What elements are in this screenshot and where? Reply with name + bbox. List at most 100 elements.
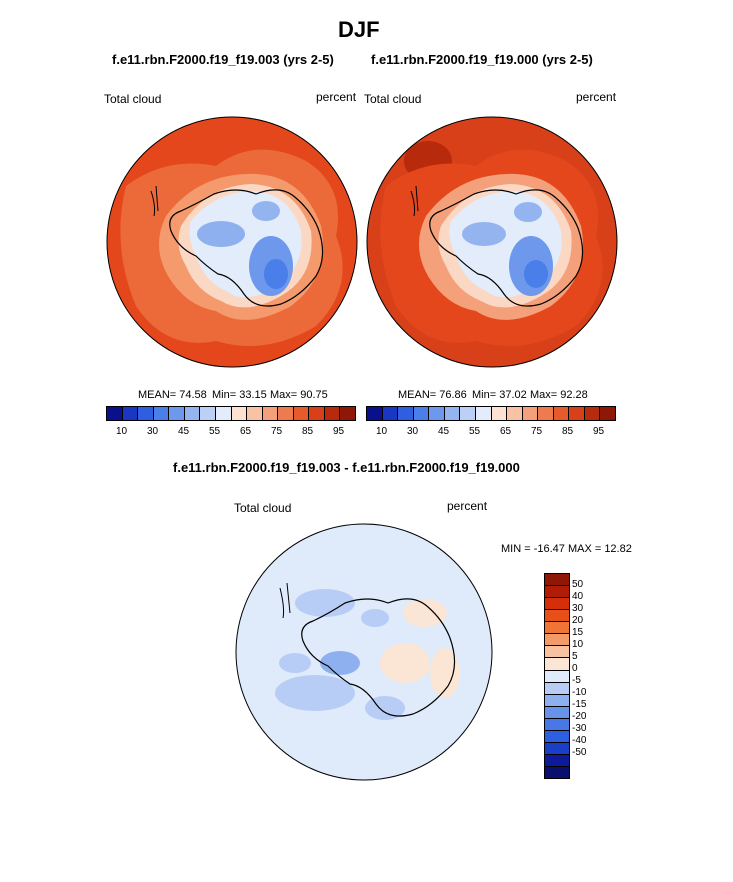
colorbar-swatch — [169, 407, 185, 420]
colorbar-swatch — [584, 407, 601, 420]
colorbar-tick-label: 75 — [530, 426, 543, 437]
diff-colorbar-swatch — [545, 622, 569, 635]
diff-colorbar-swatch — [545, 718, 569, 731]
diff-colorbar-tick-label: -50 — [572, 747, 587, 758]
diff-colorbar-tick-label: 40 — [572, 591, 584, 602]
panel2-min: Min= 37.02 — [472, 389, 527, 401]
diff-colorbar-swatch — [545, 670, 569, 683]
diff-colorbar-swatch — [545, 742, 569, 755]
diff-colorbar-tick-label: 15 — [572, 627, 584, 638]
colorbar-swatch — [413, 407, 430, 420]
colorbar-tick-label: 10 — [115, 426, 128, 437]
panel2-polar-map — [366, 116, 618, 368]
panel1-case-title: f.e11.rbn.F2000.f19_f19.003 (yrs 2-5) — [112, 52, 334, 67]
diff-colorbar-swatch — [545, 646, 569, 659]
diff-minmax: MIN = -16.47 MAX = 12.82 — [501, 543, 632, 555]
colorbar-tick-label: 85 — [561, 426, 574, 437]
panel2-variable-label: Total cloud — [364, 92, 422, 106]
colorbar-tick-label: 55 — [208, 426, 221, 437]
colorbar-tick-label: 95 — [332, 426, 345, 437]
panel1-units-label: percent — [316, 90, 357, 104]
colorbar-swatch — [247, 407, 263, 420]
diff-colorbar-swatch — [545, 634, 569, 647]
panel2-mean: MEAN= 76.86 — [398, 389, 467, 401]
colorbar-tick-label: 75 — [270, 426, 283, 437]
colorbar-tick-label: 85 — [301, 426, 314, 437]
colorbar-swatch — [122, 407, 139, 420]
diff-colorbar-tick-label: 30 — [572, 603, 584, 614]
colorbar-swatch — [107, 407, 123, 420]
colorbar-swatch — [153, 407, 170, 420]
colorbar-swatch — [475, 407, 492, 420]
colorbar-swatch — [293, 407, 310, 420]
colorbar-swatch — [367, 407, 383, 420]
colorbar-swatch — [522, 407, 539, 420]
diff-title: f.e11.rbn.F2000.f19_f19.003 - f.e11.rbn.… — [173, 460, 520, 475]
panel1-min: Min= 33.15 — [212, 389, 267, 401]
colorbar-swatch — [382, 407, 399, 420]
diff-variable-label: Total cloud — [234, 501, 292, 515]
colorbar-swatch — [340, 407, 355, 420]
colorbar-tick-label: 10 — [375, 426, 388, 437]
diff-colorbar-tick-label: 0 — [572, 663, 578, 674]
colorbar-swatch — [444, 407, 461, 420]
diff-colorbar-swatch — [545, 767, 569, 779]
colorbar-swatch — [231, 407, 248, 420]
colorbar-tick-label: 30 — [146, 426, 159, 437]
diff-colorbar-swatch — [545, 706, 569, 719]
colorbar-swatch — [600, 407, 615, 420]
colorbar-tick-label: 45 — [437, 426, 450, 437]
panel1-mean: MEAN= 74.58 — [138, 389, 207, 401]
colorbar-swatch — [138, 407, 154, 420]
diff-colorbar-swatch — [545, 694, 569, 707]
diff-colorbar-tick-label: -15 — [572, 699, 587, 710]
diff-colorbar-tick-label: 20 — [572, 615, 584, 626]
colorbar-tick-label: 65 — [499, 426, 512, 437]
colorbar-swatch — [538, 407, 554, 420]
colorbar-swatch — [262, 407, 279, 420]
diff-colorbar-swatch — [545, 658, 569, 671]
colorbar-tick-label: 55 — [468, 426, 481, 437]
diff-colorbar-swatch — [545, 598, 569, 611]
diff-colorbar-tick-label: -40 — [572, 735, 587, 746]
diff-colorbar-tick-label: -20 — [572, 711, 587, 722]
colorbar-tick-label: 65 — [239, 426, 252, 437]
page-title: DJF — [338, 17, 380, 42]
colorbar-swatch — [309, 407, 325, 420]
diff-colorbar-swatch — [545, 730, 569, 743]
panel2-case-title: f.e11.rbn.F2000.f19_f19.000 (yrs 2-5) — [371, 52, 593, 67]
colorbar-swatch — [491, 407, 508, 420]
colorbar-tick-label: 45 — [177, 426, 190, 437]
diff-colorbar-swatch — [545, 574, 569, 587]
colorbar-tick-label: 30 — [406, 426, 419, 437]
panel2-max: Max= 92.28 — [530, 389, 588, 401]
colorbar-swatch — [215, 407, 232, 420]
diff-colorbar-tick-label: -10 — [572, 687, 587, 698]
colorbar-swatch — [460, 407, 476, 420]
panel1-polar-map — [106, 116, 358, 368]
diff-polar-map — [235, 523, 493, 781]
diff-colorbar-tick-label: 5 — [572, 651, 578, 662]
colorbar-swatch — [398, 407, 414, 420]
colorbar-swatch — [507, 407, 523, 420]
colorbar-swatch — [569, 407, 585, 420]
panel2-units-label: percent — [576, 90, 617, 104]
colorbar-swatch — [184, 407, 201, 420]
panel1-max: Max= 90.75 — [270, 389, 328, 401]
panel1-variable-label: Total cloud — [104, 92, 162, 106]
colorbar-swatch — [278, 407, 294, 420]
panel2-colorbar — [366, 406, 616, 421]
diff-colorbar-swatch — [545, 586, 569, 599]
colorbar-swatch — [429, 407, 445, 420]
diff-colorbar-tick-label: 10 — [572, 639, 584, 650]
colorbar-swatch — [200, 407, 216, 420]
diff-colorbar-tick-label: -5 — [572, 675, 581, 686]
panel1-colorbar — [106, 406, 356, 421]
diff-colorbar — [544, 573, 570, 779]
diff-colorbar-swatch — [545, 754, 569, 767]
diff-colorbar-tick-label: -30 — [572, 723, 587, 734]
diff-colorbar-swatch — [545, 610, 569, 623]
colorbar-tick-label: 95 — [592, 426, 605, 437]
diff-colorbar-tick-label: 50 — [572, 579, 584, 590]
diff-colorbar-swatch — [545, 682, 569, 695]
